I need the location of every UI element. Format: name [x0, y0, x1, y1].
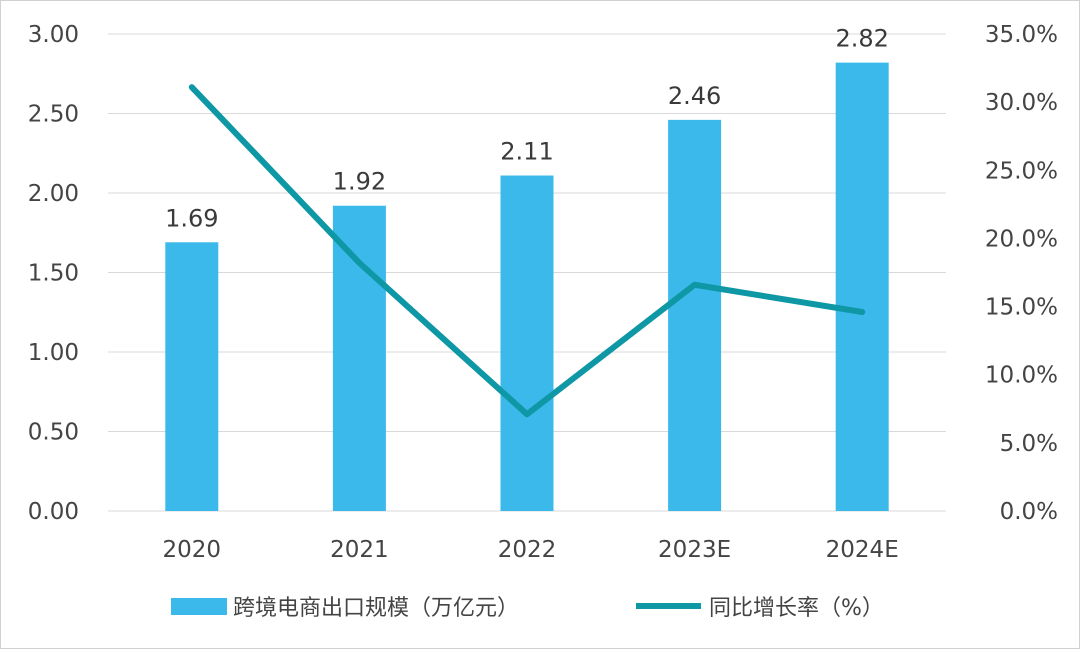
- legend: 跨境电商出口规模（万亿元） 同比增长率（%）: [171, 596, 884, 621]
- left-tick-label: 2.00: [28, 181, 79, 207]
- category-label: 2024E: [826, 537, 899, 563]
- left-tick-label: 1.50: [28, 261, 79, 287]
- bar-data-label: 1.92: [333, 168, 386, 196]
- left-tick-label: 0.50: [28, 420, 79, 446]
- right-axis-ticks: 0.0% 5.0% 10.0% 15.0% 20.0% 25.0% 30.0% 35.0%: [985, 22, 1058, 525]
- left-tick-label: 2.50: [28, 102, 79, 128]
- right-tick-label: 20.0%: [985, 226, 1058, 252]
- right-tick-label: 10.0%: [985, 363, 1058, 389]
- left-tick-label: 3.00: [28, 22, 79, 48]
- right-tick-label: 35.0%: [985, 22, 1058, 48]
- bar: [165, 242, 218, 511]
- right-tick-label: 5.0%: [1000, 431, 1058, 457]
- category-label: 2023E: [658, 537, 731, 563]
- left-tick-label: 0.00: [28, 499, 79, 525]
- category-label: 2020: [163, 537, 222, 563]
- bar: [501, 176, 554, 511]
- bar-data-label: 2.82: [835, 25, 888, 53]
- bar-data-label: 2.46: [668, 82, 721, 110]
- left-tick-label: 1.00: [28, 340, 79, 366]
- bar-data-label: 1.69: [165, 204, 218, 232]
- bar-data-label: 2.11: [500, 138, 553, 166]
- legend-bar-swatch: [171, 598, 227, 615]
- right-tick-label: 15.0%: [985, 295, 1058, 321]
- legend-line-label: 同比增长率（%）: [709, 596, 884, 621]
- legend-bar-label: 跨境电商出口规模（万亿元）: [233, 596, 519, 621]
- category-label: 2021: [330, 537, 389, 563]
- right-tick-label: 25.0%: [985, 158, 1058, 184]
- bar: [836, 63, 889, 511]
- bar: [333, 206, 386, 511]
- bar-series: [165, 63, 888, 511]
- bar: [668, 120, 721, 511]
- category-axis-labels: 2020 2021 2022 2023E 2024E: [163, 537, 899, 563]
- left-axis-ticks: 0.00 0.50 1.00 1.50 2.00 2.50 3.00: [28, 22, 79, 525]
- right-tick-label: 0.0%: [1000, 499, 1058, 525]
- right-tick-label: 30.0%: [985, 90, 1058, 116]
- category-label: 2022: [498, 537, 557, 563]
